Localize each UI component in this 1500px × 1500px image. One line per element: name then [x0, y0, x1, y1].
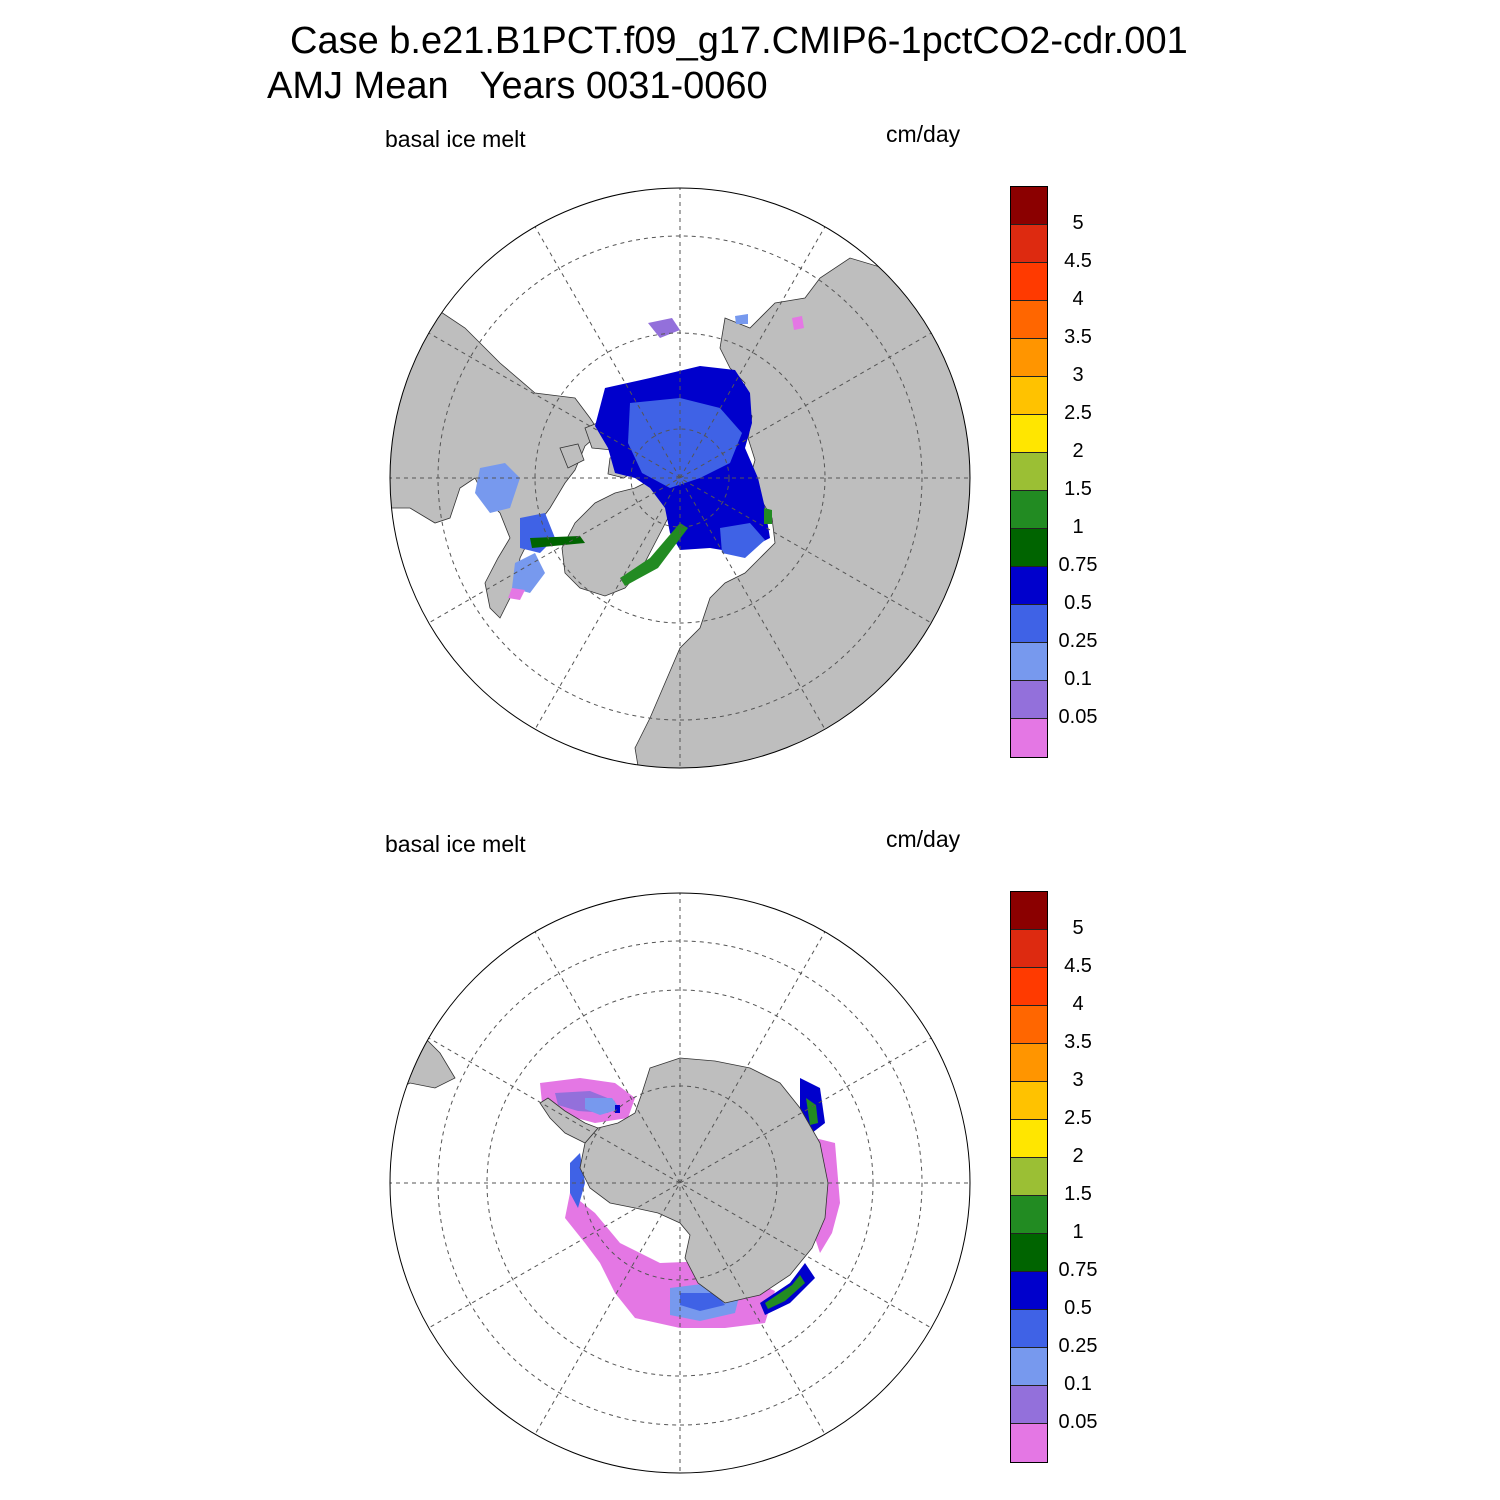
antarctic-colorbar-swatch: [1011, 1120, 1047, 1158]
arctic-colorbar-swatch: [1011, 301, 1047, 339]
arctic-colorbar-swatch: [1011, 529, 1047, 567]
arctic-colorbar-swatch: [1011, 377, 1047, 415]
antarctic-colorbar-swatch: [1011, 1006, 1047, 1044]
antarctic-colorbar-swatch: [1011, 968, 1047, 1006]
antarctic-colorbar-swatch: [1011, 892, 1047, 930]
arctic-graticule: [390, 188, 970, 768]
antarctic-colorbar-swatch: [1011, 1348, 1047, 1386]
arctic-colorbar-swatch: [1011, 681, 1047, 719]
arctic-colorbar-swatch: [1011, 719, 1047, 757]
arctic-colorbar-swatch: [1011, 491, 1047, 529]
antarctic-colorbar-tick-label: 4.5: [1064, 955, 1092, 977]
antarctic-colorbar-swatch: [1011, 1234, 1047, 1272]
arctic-colorbar-swatch: [1011, 263, 1047, 301]
antarctic-colorbar-tick-label: 0.5: [1064, 1297, 1092, 1319]
arctic-colorbar-swatch: [1011, 453, 1047, 491]
antarctic-colorbar-tick-label: 0.25: [1058, 1335, 1098, 1357]
antarctic-colorbar-swatch: [1011, 1386, 1047, 1424]
arctic-colorbar-swatch: [1011, 339, 1047, 377]
antarctic-colorbar-swatch: [1011, 1424, 1047, 1462]
figure-title-case: Case b.e21.B1PCT.f09_g17.CMIP6-1pctCO2-c…: [290, 20, 1188, 62]
antarctic-colorbar-tick-label: 5: [1072, 917, 1084, 939]
antarctic-colorbar-tick-label: 4: [1072, 993, 1084, 1015]
arctic-colorbar-tick-label: 4: [1072, 288, 1084, 310]
arctic-colorbar-swatch: [1011, 643, 1047, 681]
arctic-colorbar: [1010, 186, 1048, 758]
arctic-colorbar-tick-label: 0.25: [1058, 630, 1098, 652]
arctic-colorbar-tick-label: 0.05: [1058, 706, 1098, 728]
antarctic-colorbar-swatch: [1011, 1082, 1047, 1120]
arctic-colorbar-tick-label: 1.5: [1064, 478, 1092, 500]
antarctic-colorbar-swatch: [1011, 1272, 1047, 1310]
antarctic-colorbar-swatch: [1011, 1310, 1047, 1348]
arctic-colorbar-swatch: [1011, 187, 1047, 225]
antarctic-colorbar-tick-label: 0.1: [1064, 1373, 1092, 1395]
antarctic-colorbar-swatch: [1011, 1158, 1047, 1196]
arctic-colorbar-tick-label: 3.5: [1064, 326, 1092, 348]
antarctic-colorbar-swatch: [1011, 930, 1047, 968]
arctic-variable-label: basal ice melt: [385, 126, 526, 152]
antarctic-colorbar-swatch: [1011, 1196, 1047, 1234]
antarctic-colorbar-tick-label: 0.75: [1058, 1259, 1098, 1281]
arctic-colorbar-tick-label: 3: [1072, 364, 1084, 386]
arctic-colorbar-tick-label: 0.5: [1064, 592, 1092, 614]
antarctic-units-label: cm/day: [886, 826, 961, 852]
arctic-polar-map: [389, 187, 971, 769]
arctic-colorbar-tick-label: 0.75: [1058, 554, 1098, 576]
antarctic-colorbar-tick-label: 3.5: [1064, 1031, 1092, 1053]
antarctic-graticule: [390, 893, 970, 1473]
arctic-colorbar-swatch: [1011, 225, 1047, 263]
arctic-colorbar-swatch: [1011, 415, 1047, 453]
arctic-ice-melt-field: [475, 314, 804, 600]
figure-title-period: AMJ Mean Years 0031-0060: [267, 65, 768, 107]
antarctic-peninsula-land: [539, 1097, 599, 1144]
antarctic-colorbar-tick-label: 0.05: [1058, 1411, 1098, 1433]
arctic-units-label: cm/day: [886, 121, 961, 147]
antarctic-colorbar-tick-label: 2.5: [1064, 1107, 1092, 1129]
antarctic-variable-label: basal ice melt: [385, 831, 526, 857]
antarctic-colorbar-tick-label: 2: [1072, 1145, 1084, 1167]
arctic-colorbar-swatch: [1011, 605, 1047, 643]
antarctic-colorbar-tick-label: 1: [1072, 1221, 1084, 1243]
antarctic-colorbar-swatch: [1011, 1044, 1047, 1082]
arctic-colorbar-tick-label: 2.5: [1064, 402, 1092, 424]
arctic-colorbar-tick-label: 4.5: [1064, 250, 1092, 272]
arctic-colorbar-tick-label: 1: [1072, 516, 1084, 538]
arctic-colorbar-tick-label: 0.1: [1064, 668, 1092, 690]
arctic-colorbar-tick-label: 2: [1072, 440, 1084, 462]
arctic-colorbar-swatch: [1011, 567, 1047, 605]
arctic-colorbar-tick-label: 5: [1072, 212, 1084, 234]
antarctic-colorbar-tick-label: 3: [1072, 1069, 1084, 1091]
antarctic-colorbar-tick-label: 1.5: [1064, 1183, 1092, 1205]
antarctic-polar-map: [389, 892, 971, 1474]
antarctic-colorbar: [1010, 891, 1048, 1463]
